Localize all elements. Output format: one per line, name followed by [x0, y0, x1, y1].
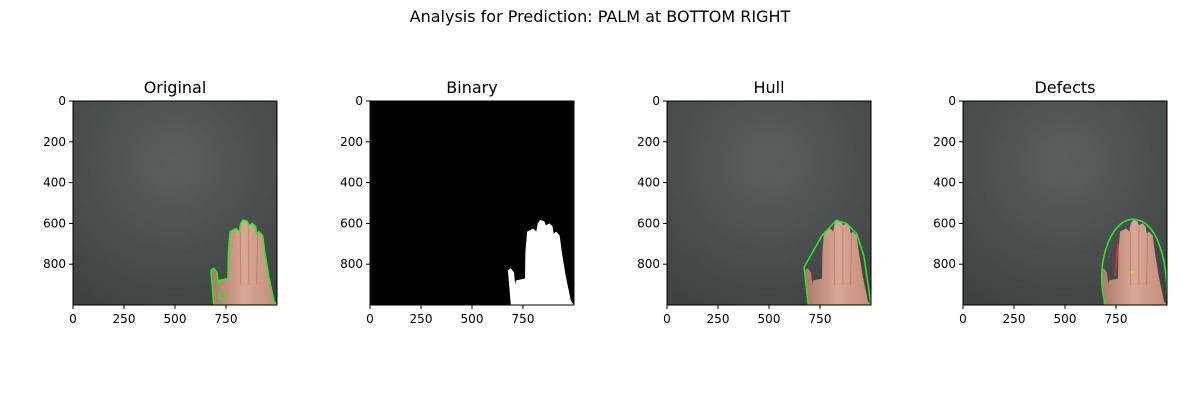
y-tick-label: 800	[933, 257, 956, 271]
x-tick-label: 750	[809, 312, 832, 326]
y-tick-label: 400	[933, 176, 956, 190]
hand	[804, 219, 871, 305]
y-tick-label: 0	[948, 94, 956, 108]
hand-mask	[507, 219, 574, 305]
panel-image	[370, 101, 574, 305]
finger-line	[1146, 233, 1149, 285]
convex-hull	[803, 219, 871, 305]
y-tick-label: 200	[637, 135, 660, 149]
y-tick-label: 200	[933, 135, 956, 149]
x-tick-label: 250	[1003, 312, 1026, 326]
panel-original: Original 0 250 500 750 0 200 400 600 800	[43, 78, 278, 326]
panels: Original 0 250 500 750 0 200 400 600 800 Binary 0 25…	[43, 78, 1168, 326]
x-tick-label: 0	[366, 312, 374, 326]
defect-contour	[1100, 218, 1167, 305]
panel-image	[667, 101, 871, 305]
hand-contour	[210, 219, 277, 305]
x-tick-label: 0	[663, 312, 671, 326]
x-tick-label: 250	[113, 312, 136, 326]
panel-image	[73, 101, 277, 305]
hand	[210, 219, 277, 305]
x-tick-label: 500	[1054, 312, 1077, 326]
x-tick-label: 500	[164, 312, 187, 326]
y-tick-label: 400	[340, 176, 363, 190]
x-tick-label: 750	[215, 312, 238, 326]
figure-title: Analysis for Prediction: PALM at BOTTOM …	[410, 7, 791, 26]
x-tick-label: 500	[461, 312, 484, 326]
finger-line	[256, 233, 259, 285]
defect-marker	[1113, 243, 1120, 277]
y-tick-label: 0	[58, 94, 66, 108]
y-tick-label: 0	[652, 94, 660, 108]
panel-title: Binary	[446, 78, 497, 97]
panel-title: Hull	[753, 78, 784, 97]
panel-binary: Binary 0 250 500 750 0 200 400 600 800	[340, 78, 575, 326]
x-tick-label: 750	[512, 312, 535, 326]
finger-line	[850, 233, 853, 285]
panel-image	[963, 101, 1167, 305]
panel-hull: Hull 0 250 500 750 0 200 400 600 800	[637, 78, 872, 326]
y-tick-label: 600	[933, 216, 956, 230]
y-tick-label: 200	[43, 135, 66, 149]
y-tick-label: 800	[43, 257, 66, 271]
x-tick-label: 500	[758, 312, 781, 326]
panel-defects: Defects 0 250 500 750 0 200 400 600 800	[933, 78, 1168, 326]
panel-title: Original	[144, 78, 207, 97]
y-tick-label: 400	[637, 176, 660, 190]
x-tick-label: 0	[959, 312, 967, 326]
y-tick-label: 400	[43, 176, 66, 190]
defect-point	[1130, 270, 1134, 274]
y-tick-label: 200	[340, 135, 363, 149]
y-tick-label: 600	[637, 216, 660, 230]
contour-artifact	[218, 291, 226, 300]
y-tick-label: 600	[43, 216, 66, 230]
x-tick-label: 750	[1105, 312, 1128, 326]
x-tick-label: 0	[69, 312, 77, 326]
y-tick-label: 800	[637, 257, 660, 271]
y-tick-label: 0	[355, 94, 363, 108]
x-tick-label: 250	[410, 312, 433, 326]
x-tick-label: 250	[707, 312, 730, 326]
y-tick-label: 800	[340, 257, 363, 271]
panel-title: Defects	[1034, 78, 1095, 97]
hand	[1100, 219, 1167, 305]
y-tick-label: 600	[340, 216, 363, 230]
